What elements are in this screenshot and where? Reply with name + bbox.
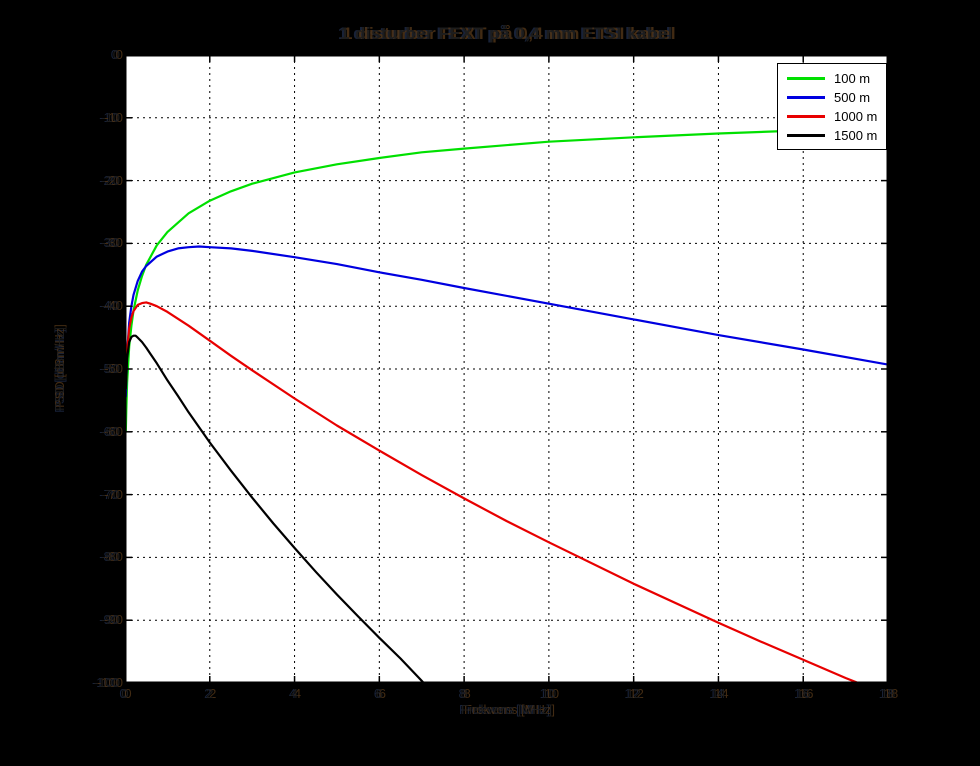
y-axis-label: PSD [dBm/Hz] <box>52 327 67 411</box>
curve-100m <box>125 127 888 433</box>
legend-label: 100 m <box>834 71 871 86</box>
legend-line-sample <box>787 134 825 137</box>
legend-label: 1000 m <box>834 109 878 124</box>
legend-entry: 500 m <box>778 88 886 107</box>
chart-plot-svg <box>125 55 888 683</box>
axes-frame <box>125 55 888 683</box>
x-tick-label: 16 <box>795 686 811 701</box>
x-tick-label: 10 <box>541 686 557 701</box>
legend-label: 1500 m <box>834 128 878 143</box>
curve-500m <box>125 245 888 398</box>
x-tick-label: 6 <box>375 686 383 701</box>
legend-label: 500 m <box>834 90 871 105</box>
y-tick-label: -70 <box>101 486 120 502</box>
x-tick-label: 14 <box>711 686 726 701</box>
grid-lines <box>125 55 888 683</box>
legend-line-sample <box>787 77 825 80</box>
legend-line-sample <box>787 115 825 118</box>
x-axis-label: Frekvens [MHz] <box>460 702 552 717</box>
x-tick-label: 0 <box>121 686 129 701</box>
legend-entry: 100 m <box>778 69 886 88</box>
x-tick-label: 4 <box>290 686 299 701</box>
curve-1500m <box>125 334 425 683</box>
curve-1000m <box>125 301 860 683</box>
x-tick-label: 2 <box>206 686 214 701</box>
y-tick-label: -60 <box>101 423 120 439</box>
legend-entry: 1500 m <box>778 126 886 145</box>
data-curves <box>125 127 888 683</box>
y-tick-label: -30 <box>101 235 120 251</box>
y-tick-label: -20 <box>101 172 120 188</box>
y-tick-label: -90 <box>101 612 120 628</box>
y-tick-label: -10 <box>101 109 120 125</box>
y-tick-label: -100 <box>93 675 120 690</box>
legend: 100 m 500 m 1000 m 1500 m <box>777 63 887 150</box>
chart-title: 1 disturber FEXT på 0,4 mm ETSI kabel <box>339 24 674 43</box>
x-tick-label: 8 <box>460 686 468 701</box>
y-tick-label: -50 <box>101 361 120 376</box>
y-tick-label: -80 <box>101 549 120 565</box>
y-tick-label: -40 <box>101 298 120 314</box>
x-tick-label: 12 <box>626 686 641 701</box>
legend-entry: 1000 m <box>778 107 886 126</box>
plot-area: 100 m 500 m 1000 m 1500 m <box>125 55 888 683</box>
y-tick-label: 0 <box>112 47 120 62</box>
x-tick-label: 18 <box>880 686 896 701</box>
legend-line-sample <box>787 96 825 99</box>
